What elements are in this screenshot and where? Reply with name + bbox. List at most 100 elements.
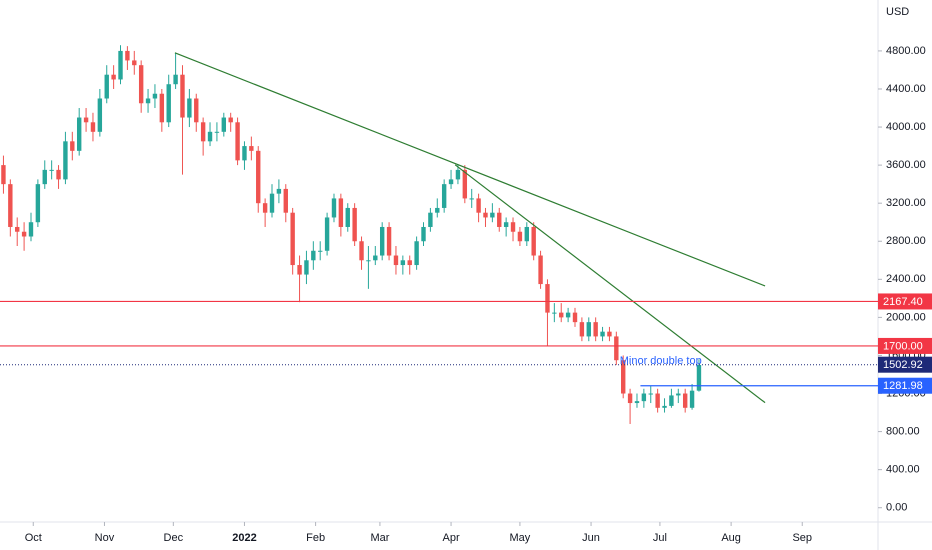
candle-body (393, 255, 399, 266)
x-tick-label: Sep (792, 532, 812, 544)
candle-body (42, 169, 47, 185)
candle-body (689, 390, 695, 408)
candle-body (669, 395, 674, 406)
candle-body (318, 250, 323, 252)
candle-body (641, 393, 647, 402)
candle-body (76, 117, 82, 151)
y-tick-label: 4000.00 (886, 121, 926, 133)
candle-body (311, 250, 316, 261)
candle-body (28, 222, 34, 237)
x-tick-label: May (510, 532, 531, 544)
price-label-box (878, 356, 932, 373)
candle-body (586, 322, 591, 337)
candle-body (469, 198, 474, 200)
candle-body (379, 226, 385, 256)
candle-body (345, 207, 350, 227)
y-tick-label: 2000.00 (886, 311, 926, 323)
candle-body (290, 212, 295, 266)
y-tick-label: 3200.00 (886, 197, 926, 209)
price-label-box (878, 293, 932, 310)
candle-body (324, 217, 330, 251)
price-label: 1502.92 (883, 359, 923, 371)
candle-body (676, 393, 681, 396)
candle-body (49, 169, 54, 171)
candle-body (331, 198, 337, 218)
candle-body (152, 93, 158, 99)
candle-body (214, 131, 220, 133)
candle-body (145, 98, 151, 104)
annotation: Minor double top (620, 355, 702, 367)
candle-body (476, 198, 481, 213)
candle-body (90, 122, 96, 132)
candle-body (462, 169, 468, 199)
candle-body (221, 117, 227, 132)
candle-body (503, 222, 509, 227)
y-tick-label: 800.00 (886, 425, 920, 437)
candle-body (297, 265, 302, 275)
x-tick-label: Jul (653, 532, 667, 544)
candle-body (56, 169, 61, 180)
candle-body (497, 212, 502, 227)
candle-body (283, 188, 288, 213)
candle-body (648, 393, 653, 395)
y-tick-label: 4800.00 (886, 45, 926, 57)
candle-body (118, 50, 123, 80)
candle-body (627, 393, 633, 404)
candle-body (166, 84, 171, 123)
y-tick-label: 400.00 (886, 464, 920, 476)
candle-body (455, 169, 461, 180)
candle-body (104, 74, 109, 99)
candle-body (70, 141, 75, 151)
candle-body (256, 150, 261, 204)
candle-body (655, 393, 660, 408)
candle-body (200, 122, 206, 142)
x-tick-label: Dec (164, 532, 184, 544)
candle-body (194, 98, 199, 123)
price-label-box (878, 337, 932, 354)
candle-body (565, 312, 571, 318)
candle-body (111, 74, 116, 80)
candle-body (662, 405, 667, 408)
candle-body (1, 165, 6, 185)
x-tick-label: 2022 (232, 532, 256, 544)
candle-body (359, 241, 364, 261)
candle-body (490, 212, 495, 218)
candle-body (35, 184, 41, 223)
candle-body (696, 364, 702, 391)
y-tick-label: 3600.00 (886, 159, 926, 171)
x-tick-label: Feb (306, 532, 325, 544)
x-tick-label: Nov (95, 532, 115, 544)
candle-body (249, 146, 254, 151)
candle-body (352, 207, 357, 242)
trendline (454, 164, 766, 404)
candle-body (373, 255, 378, 261)
candle-body (559, 312, 564, 318)
trendline (174, 52, 766, 287)
candle-body (8, 184, 13, 227)
candle-body (517, 231, 523, 242)
candle-body (269, 193, 275, 213)
y-tick-label: 2400.00 (886, 273, 926, 285)
candle-body (634, 401, 640, 404)
price-label-box (878, 377, 932, 394)
candle-body (21, 231, 27, 237)
candle-body (524, 226, 529, 242)
x-tick-label: Jun (582, 532, 600, 544)
candle-body (572, 312, 578, 323)
candle-body (545, 284, 550, 313)
candle-body (235, 122, 240, 161)
candle-body (607, 331, 612, 337)
candle-body (421, 226, 426, 242)
candle-body (400, 260, 406, 266)
candle-body (276, 188, 282, 194)
candle-body (614, 336, 619, 361)
candle-body (435, 207, 440, 213)
candle-body (83, 117, 89, 123)
candle-body (386, 226, 392, 256)
candle-body (242, 146, 247, 161)
candle-body (173, 74, 178, 85)
candle-body (483, 212, 488, 218)
candle-body (538, 255, 543, 285)
candle-body (207, 131, 213, 142)
